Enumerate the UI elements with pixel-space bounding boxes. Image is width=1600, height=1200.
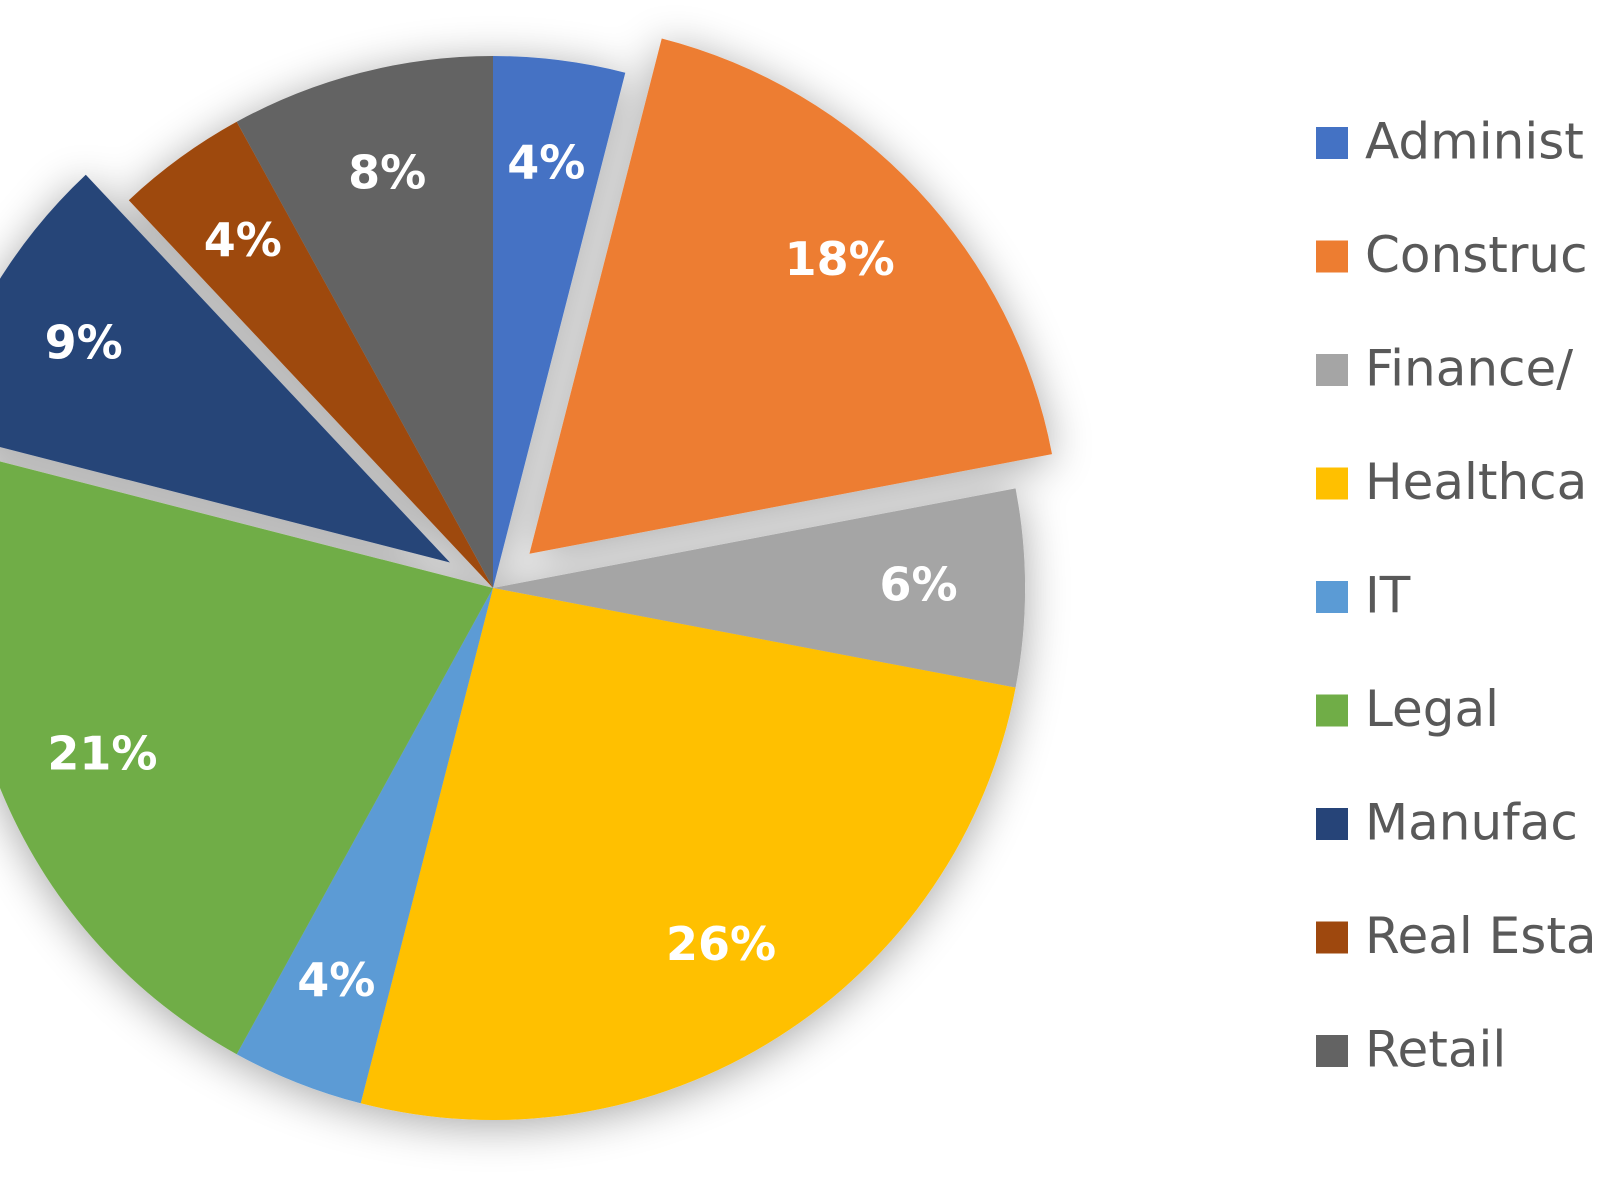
- legend-swatch: [1316, 467, 1348, 500]
- pie-slice: [0, 174, 450, 563]
- legend-label: Manufac: [1365, 794, 1578, 852]
- legend-label: Retail: [1365, 1021, 1506, 1079]
- pie-slice: [236, 56, 494, 588]
- legend-swatch: [1316, 1035, 1348, 1067]
- value-label: 21%: [47, 727, 157, 781]
- pie-slice: [128, 121, 494, 589]
- value-label: 18%: [785, 232, 895, 286]
- legend-label: Administ: [1365, 113, 1584, 171]
- value-label: 4%: [204, 213, 282, 267]
- pie: [0, 38, 1053, 1120]
- legend-label: IT: [1365, 567, 1411, 625]
- legend-swatch: [1316, 808, 1348, 840]
- legend-label: Legal: [1365, 680, 1499, 738]
- value-label: 4%: [507, 135, 585, 189]
- legend-label: Real Esta: [1365, 907, 1597, 965]
- value-label: 4%: [297, 953, 375, 1007]
- legend-swatch: [1316, 127, 1348, 159]
- value-label: 26%: [666, 917, 776, 971]
- legend-swatch: [1316, 240, 1348, 273]
- pie-slice: [0, 461, 493, 1055]
- value-labels: 4% 18% 6% 26% 4% 21% 9% 4% 8%: [45, 135, 958, 1007]
- value-label: 9%: [45, 315, 123, 369]
- legend: Administ Construc Finance/Healthca IT Legal M…: [1316, 113, 1597, 1079]
- pie-slice: [529, 38, 1053, 554]
- legend-label: Construc: [1365, 226, 1588, 284]
- legend-swatch: [1316, 581, 1348, 613]
- legend-label: Finance/: [1365, 340, 1573, 398]
- legend-swatch: [1316, 694, 1348, 727]
- pie-slice: [236, 588, 494, 1104]
- legend-label: Healthca: [1365, 453, 1587, 511]
- pie-slice: [493, 56, 626, 588]
- value-label: 6%: [880, 558, 958, 612]
- value-label: 8%: [348, 145, 426, 199]
- legend-swatch: [1316, 354, 1348, 386]
- pie-slice: [493, 488, 1026, 688]
- legend-swatch: [1316, 921, 1348, 954]
- pie-slice: [360, 588, 1016, 1120]
